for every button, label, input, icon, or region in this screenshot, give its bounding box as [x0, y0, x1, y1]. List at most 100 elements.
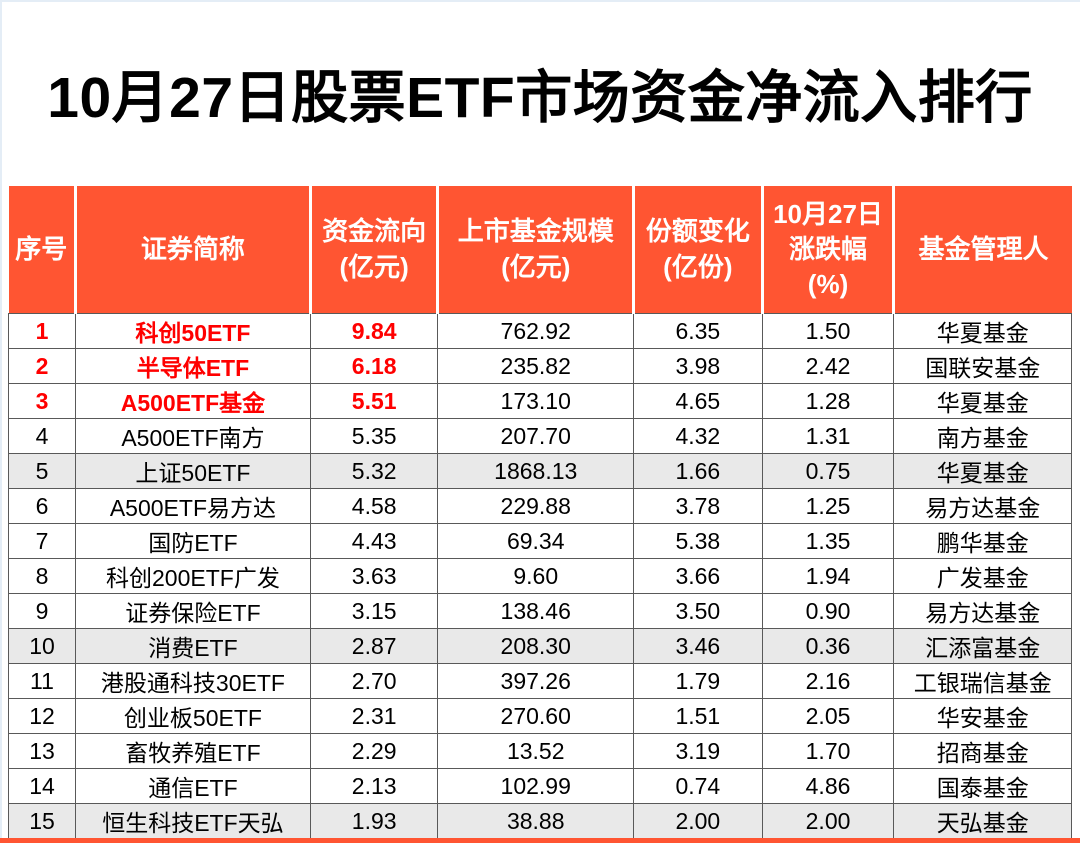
header-row: 序号 证券简称 资金流向 (亿元) 上市基金规模 (亿元) 份额变化 (亿份) … — [8, 186, 1072, 314]
cell-name: 通信ETF — [74, 768, 311, 804]
cell-name: 港股通科技30ETF — [74, 663, 311, 699]
cell-change-pct: 1.25 — [761, 488, 895, 524]
cell-manager: 易方达基金 — [893, 593, 1072, 629]
cell-flow: 5.51 — [309, 383, 439, 419]
cell-flow: 4.43 — [309, 523, 439, 559]
cell-name: 消费ETF — [74, 628, 311, 664]
cell-rank: 11 — [8, 663, 76, 699]
page-title: 10月27日股票ETF市场资金净流入排行 — [47, 66, 1033, 130]
cell-name: A500ETF易方达 — [74, 488, 311, 524]
cell-rank: 2 — [8, 348, 76, 384]
etf-ranking-table: 序号 证券简称 资金流向 (亿元) 上市基金规模 (亿元) 份额变化 (亿份) … — [8, 186, 1072, 839]
cell-size: 38.88 — [437, 803, 635, 839]
cell-size: 138.46 — [437, 593, 635, 629]
cell-size: 235.82 — [437, 348, 635, 384]
cell-share-change: 3.66 — [633, 558, 763, 594]
table-row: 13 畜牧养殖ETF 2.29 13.52 3.19 1.70 招商基金 — [8, 733, 1072, 769]
cell-share-change: 2.00 — [633, 803, 763, 839]
cell-rank: 8 — [8, 558, 76, 594]
cell-size: 102.99 — [437, 768, 635, 804]
cell-manager: 汇添富基金 — [893, 628, 1072, 664]
table-row: 10 消费ETF 2.87 208.30 3.46 0.36 汇添富基金 — [8, 628, 1072, 664]
table-row: 2 半导体ETF 6.18 235.82 3.98 2.42 国联安基金 — [8, 348, 1072, 384]
cell-flow: 5.35 — [309, 418, 439, 454]
cell-flow: 2.31 — [309, 698, 439, 734]
cell-flow: 5.32 — [309, 453, 439, 489]
cell-size: 207.70 — [437, 418, 635, 454]
cell-share-change: 4.32 — [633, 418, 763, 454]
cell-share-change: 1.66 — [633, 453, 763, 489]
cell-name: A500ETF基金 — [74, 383, 311, 419]
cell-size: 762.92 — [437, 313, 635, 349]
cell-manager: 广发基金 — [893, 558, 1072, 594]
cell-manager: 华夏基金 — [893, 453, 1072, 489]
cell-size: 173.10 — [437, 383, 635, 419]
header-share-change: 份额变化 (亿份) — [632, 186, 763, 314]
table-row: 8 科创200ETF广发 3.63 9.60 3.66 1.94 广发基金 — [8, 558, 1072, 594]
cell-share-change: 4.65 — [633, 383, 763, 419]
cell-change-pct: 4.86 — [761, 768, 895, 804]
cell-change-pct: 1.35 — [761, 523, 895, 559]
cell-share-change: 0.74 — [633, 768, 763, 804]
cell-change-pct: 0.36 — [761, 628, 895, 664]
header-fund-size: 上市基金规模 (亿元) — [436, 186, 634, 314]
cell-name: 畜牧养殖ETF — [74, 733, 311, 769]
cell-manager: 华安基金 — [893, 698, 1072, 734]
cell-change-pct: 2.16 — [761, 663, 895, 699]
cell-name: 证券保险ETF — [74, 593, 311, 629]
cell-rank: 10 — [8, 628, 76, 664]
cell-change-pct: 1.70 — [761, 733, 895, 769]
cell-rank: 15 — [8, 803, 76, 839]
table-row: 1 科创50ETF 9.84 762.92 6.35 1.50 华夏基金 — [8, 313, 1072, 349]
cell-change-pct: 1.50 — [761, 313, 895, 349]
cell-name: 科创200ETF广发 — [74, 558, 311, 594]
cell-flow: 3.63 — [309, 558, 439, 594]
cell-flow: 1.93 — [309, 803, 439, 839]
table-row: 9 证券保险ETF 3.15 138.46 3.50 0.90 易方达基金 — [8, 593, 1072, 629]
cell-rank: 4 — [8, 418, 76, 454]
cell-rank: 5 — [8, 453, 76, 489]
cell-share-change: 1.79 — [633, 663, 763, 699]
cell-change-pct: 2.00 — [761, 803, 895, 839]
cell-manager: 华夏基金 — [893, 313, 1072, 349]
cell-change-pct: 0.90 — [761, 593, 895, 629]
table-row: 7 国防ETF 4.43 69.34 5.38 1.35 鹏华基金 — [8, 523, 1072, 559]
cell-share-change: 3.46 — [633, 628, 763, 664]
cell-manager: 国联安基金 — [893, 348, 1072, 384]
cell-change-pct: 1.28 — [761, 383, 895, 419]
cell-size: 13.52 — [437, 733, 635, 769]
cell-manager: 天弘基金 — [893, 803, 1072, 839]
cell-share-change: 3.50 — [633, 593, 763, 629]
cell-share-change: 3.19 — [633, 733, 763, 769]
cell-size: 69.34 — [437, 523, 635, 559]
cell-share-change: 1.51 — [633, 698, 763, 734]
header-security-name: 证券简称 — [73, 186, 311, 314]
table-body: 1 科创50ETF 9.84 762.92 6.35 1.50 华夏基金 2 半导体ETF 6.1… — [8, 313, 1072, 839]
cell-change-pct: 1.94 — [761, 558, 895, 594]
table-header: 序号 证券简称 资金流向 (亿元) 上市基金规模 (亿元) 份额变化 (亿份) … — [8, 186, 1072, 314]
cell-share-change: 3.78 — [633, 488, 763, 524]
cell-flow: 2.13 — [309, 768, 439, 804]
table-row: 14 通信ETF 2.13 102.99 0.74 4.86 国泰基金 — [8, 768, 1072, 804]
cell-manager: 南方基金 — [893, 418, 1072, 454]
header-fund-flow: 资金流向 (亿元) — [308, 186, 438, 314]
table-row: 5 上证50ETF 5.32 1868.13 1.66 0.75 华夏基金 — [8, 453, 1072, 489]
table-row: 6 A500ETF易方达 4.58 229.88 3.78 1.25 易方达基金 — [8, 488, 1072, 524]
cell-share-change: 5.38 — [633, 523, 763, 559]
header-fund-manager: 基金管理人 — [892, 186, 1072, 314]
cell-name: 创业板50ETF — [74, 698, 311, 734]
bottom-accent-strip — [0, 838, 1080, 843]
table-row: 12 创业板50ETF 2.31 270.60 1.51 2.05 华安基金 — [8, 698, 1072, 734]
cell-rank: 7 — [8, 523, 76, 559]
table-row: 4 A500ETF南方 5.35 207.70 4.32 1.31 南方基金 — [8, 418, 1072, 454]
cell-flow: 2.70 — [309, 663, 439, 699]
table-row: 3 A500ETF基金 5.51 173.10 4.65 1.28 华夏基金 — [8, 383, 1072, 419]
cell-size: 9.60 — [437, 558, 635, 594]
cell-name: 科创50ETF — [74, 313, 311, 349]
cell-flow: 4.58 — [309, 488, 439, 524]
cell-rank: 1 — [8, 313, 76, 349]
cell-name: 恒生科技ETF天弘 — [74, 803, 311, 839]
cell-change-pct: 2.42 — [761, 348, 895, 384]
cell-flow: 2.87 — [309, 628, 439, 664]
cell-size: 1868.13 — [437, 453, 635, 489]
